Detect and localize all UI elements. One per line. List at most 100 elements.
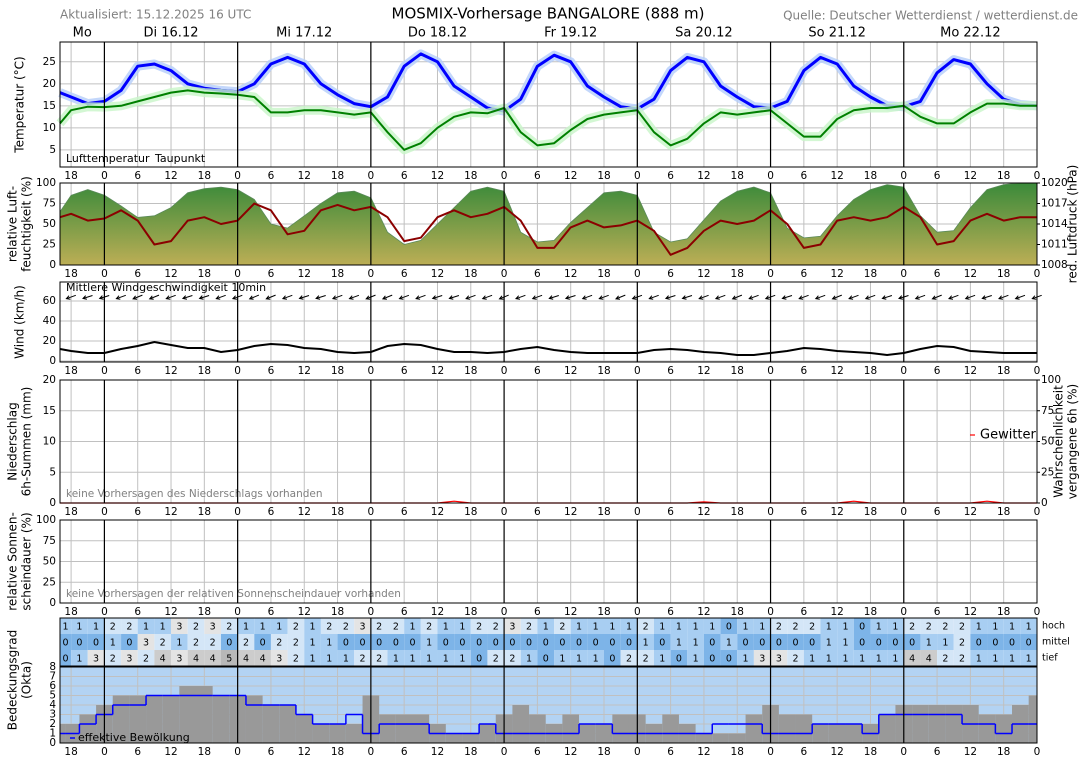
cloud-cell: [920, 618, 938, 634]
cloud-cell-label: 1: [176, 638, 182, 649]
cloud-cell: [270, 618, 288, 634]
cloud-cell-label: 1: [63, 622, 69, 633]
cloud-cell-label: 0: [476, 654, 482, 665]
cloud-cell: [71, 618, 88, 634]
wind-arrow: [881, 295, 893, 300]
y-tick-label: 4: [49, 699, 56, 711]
cloud-cell: [887, 650, 904, 666]
cloud-cell-label: 2: [293, 622, 299, 633]
cloud-cell: [753, 650, 771, 666]
cloud-cell: [537, 634, 555, 650]
cloud-cell-label: 0: [393, 638, 399, 649]
cloud-bar: [312, 724, 330, 743]
x-tick-label: 0: [501, 170, 508, 182]
cloud-bar: [745, 714, 763, 743]
cloud-cell: [1020, 634, 1037, 650]
x-tick-label: 6: [534, 268, 541, 280]
panel-frame: [59, 617, 1038, 667]
wind-arrow: [698, 294, 709, 300]
cloud-cell-label: 1: [609, 622, 615, 633]
x-tick-label: 0: [767, 746, 774, 758]
cloud-bar: [695, 733, 713, 743]
line-band: [58, 49, 1038, 116]
cloud-cell: [587, 650, 605, 666]
cloud-cell-label: 1: [809, 654, 815, 665]
x-tick-label: 0: [501, 365, 508, 377]
legend-label: Lufttemperatur: [66, 152, 150, 165]
cloud-cell: [204, 634, 221, 650]
wind-arrow: [648, 294, 659, 300]
cloud-cell: [687, 618, 704, 634]
cloud-cell: [354, 618, 371, 634]
x-tick-label: 6: [801, 506, 808, 518]
cloud-cell-label: 1: [310, 654, 316, 665]
cloud-cell: [987, 650, 1004, 666]
cloud-cell: [254, 634, 271, 650]
cloud-cell-label: 1: [826, 638, 832, 649]
cloud-cell-label: 1: [976, 622, 982, 633]
cloud-cell-label: 2: [160, 638, 166, 649]
y-tick-label: 25: [43, 239, 56, 251]
wind-arrow: [431, 295, 443, 300]
cloud-cell: [454, 618, 471, 634]
cloud-bar: [395, 714, 413, 743]
row-label: hoch: [1042, 621, 1065, 632]
x-tick-label: 0: [1034, 506, 1041, 518]
cloud-cell: [837, 650, 854, 666]
cloud-cell: [60, 618, 72, 634]
panel-frame: [59, 182, 1038, 266]
cloud-cell-label: 2: [293, 654, 299, 665]
cloud-cell-label: 0: [726, 654, 732, 665]
cloud-cell-label: 2: [376, 622, 382, 633]
cloud-cell: [370, 634, 388, 650]
cloud-cell-label: 1: [426, 654, 432, 665]
updated: Aktualisiert: 15.12.2025 16 UTC: [60, 8, 251, 22]
cloud-cell-label: 0: [809, 638, 815, 649]
x-tick-label: 6: [134, 506, 141, 518]
cloud-cell: [920, 634, 938, 650]
cloud-cell: [703, 634, 721, 650]
cloud-cell-label: 0: [709, 638, 715, 649]
cloud-cell-label: 2: [509, 654, 515, 665]
cloud-cell: [337, 650, 355, 666]
wind-arrow: [165, 294, 176, 300]
cloud-cell: [137, 650, 155, 666]
cloud-cell-label: 0: [559, 638, 565, 649]
day-label: Do 18.12: [408, 26, 467, 41]
wind-arrow: [265, 294, 276, 300]
wind-arrow: [148, 294, 160, 300]
day-label: Di 16.12: [144, 26, 199, 41]
cloud-cell: [837, 618, 854, 634]
cloud-cell-label: 2: [776, 622, 782, 633]
cloud-cell: [187, 618, 205, 634]
cloud-cell-label: 1: [459, 654, 465, 665]
cloud-cell: [803, 634, 821, 650]
cloud-cell: [404, 634, 421, 650]
cloud-cell-label: 3: [360, 622, 366, 633]
cloud-cell-label: 2: [926, 622, 932, 633]
cloud-cell: [87, 634, 105, 650]
cloud-cell: [537, 618, 555, 634]
y2-axis-label: red. Luftdruck (hPa): [1066, 165, 1080, 284]
y2-tick-label: 25: [1041, 466, 1054, 478]
cloud-cell: [387, 650, 405, 666]
cloud-bar: [412, 714, 430, 743]
cloud-bar: [912, 705, 929, 743]
x-tick-label: 6: [534, 606, 541, 618]
cloud-cell: [454, 634, 471, 650]
x-tick-label: 0: [101, 365, 108, 377]
cloud-cell-label: 5: [226, 654, 232, 665]
panel-frame: [59, 379, 1038, 504]
cloud-cell: [987, 618, 1004, 634]
wind-arrow: [215, 294, 226, 300]
cloud-bar: [728, 733, 746, 743]
note: keine Vorhersagen der relativen Sonnensc…: [66, 588, 401, 600]
cloud-bar: [162, 695, 180, 743]
cloud-cell: [903, 618, 921, 634]
x-tick-label: 18: [597, 506, 610, 518]
wind-arrow: [798, 294, 809, 300]
wind-arrow: [598, 294, 609, 300]
cloud-cell: [370, 650, 388, 666]
cloud-cell-label: 2: [942, 622, 948, 633]
cloud-cell: [287, 634, 305, 650]
